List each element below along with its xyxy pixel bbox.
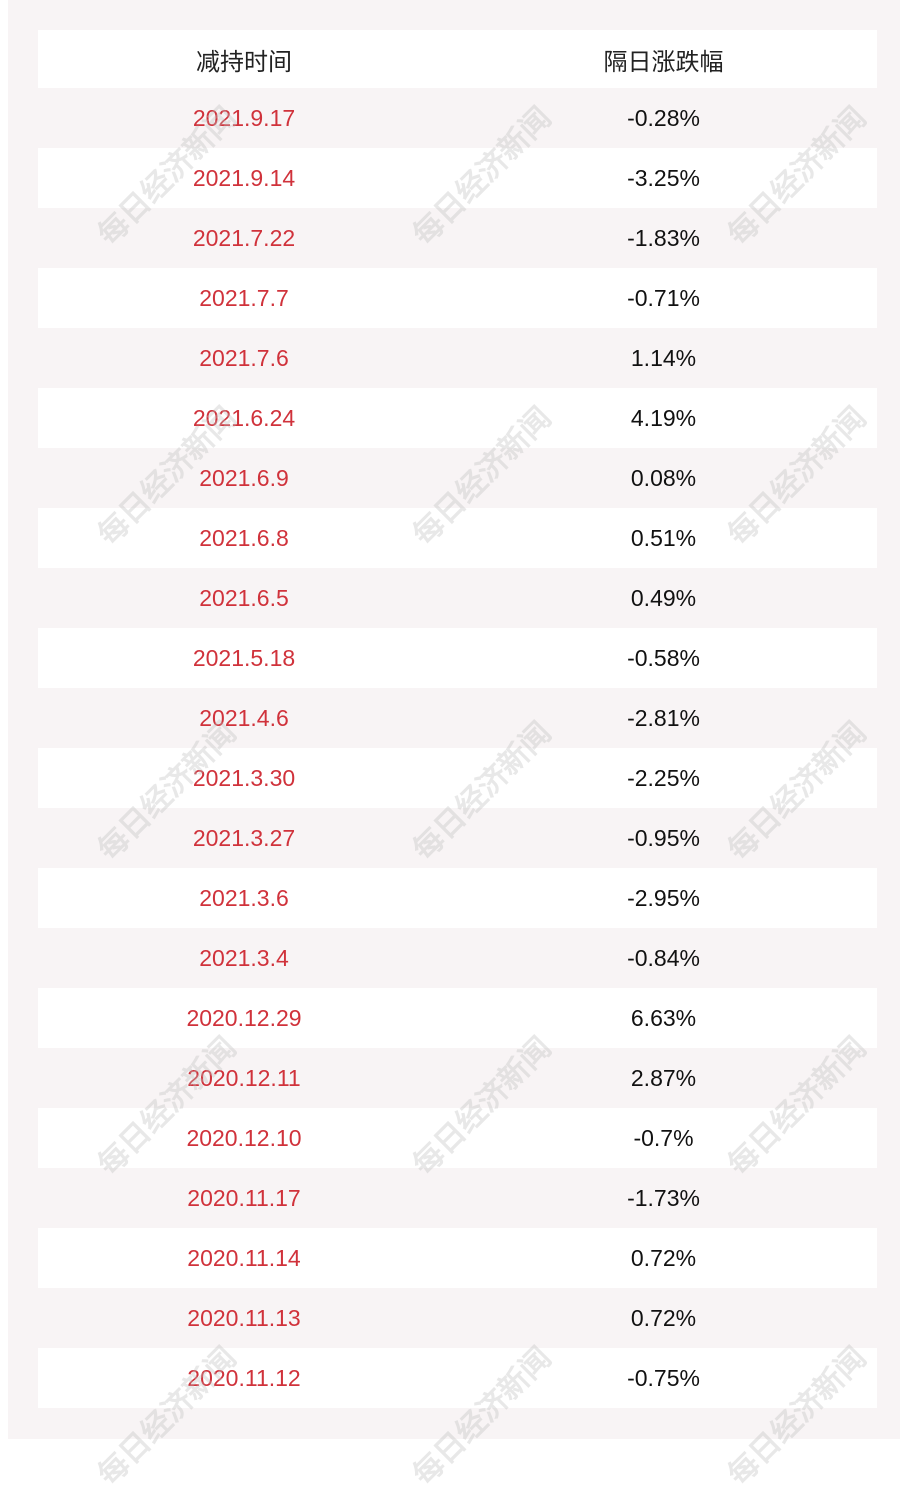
page: {"header": ["减持时间", "隔日涨跌幅"], "watermark… (8, 0, 900, 1492)
table-row: 2021.7.22 -1.83% (38, 208, 877, 268)
date-cell: 2021.6.24 (192, 404, 296, 431)
table-row: 2021.4.6 -2.81% (38, 688, 877, 748)
table-row: 2021.3.30 -2.25% (38, 748, 877, 808)
table-row: 2021.3.6 -2.95% (38, 868, 877, 928)
date-cell: 2020.11.17 (187, 1184, 301, 1211)
table-row: 2021.7.6 1.14% (38, 328, 877, 388)
table-row: 2020.12.10 -0.7% (38, 1108, 877, 1168)
table-row: 2020.12.29 6.63% (38, 988, 877, 1048)
change-cell: 0.08% (630, 464, 697, 491)
table-row: 2021.9.17 -0.28% (38, 88, 877, 148)
change-cell: -1.73% (627, 1184, 700, 1211)
change-cell: -0.84% (627, 944, 700, 971)
date-cell: 2021.6.9 (199, 464, 289, 491)
change-cell: 0.72% (630, 1244, 697, 1271)
table-row: 2021.6.5 0.49% (38, 568, 877, 628)
table-row: 2021.7.7 -0.71% (38, 268, 877, 328)
date-cell: 2021.4.6 (199, 704, 289, 731)
table-row: 2021.6.8 0.51% (38, 508, 877, 568)
table-row: 2021.3.27 -0.95% (38, 808, 877, 868)
change-cell: 4.19% (630, 404, 697, 431)
date-cell: 2021.9.17 (192, 104, 296, 131)
change-cell: -2.25% (627, 764, 700, 791)
table-row: 2021.3.4 -0.84% (38, 928, 877, 988)
table-row: 2021.6.9 0.08% (38, 448, 877, 508)
table-row: 2020.12.11 2.87% (38, 1048, 877, 1108)
date-cell: 2021.5.18 (192, 644, 296, 671)
date-cell: 2021.6.5 (199, 584, 289, 611)
change-cell: 0.72% (630, 1304, 697, 1331)
date-cell: 2021.3.27 (192, 824, 296, 851)
header-cell: 隔日涨跌幅 (603, 48, 724, 76)
date-cell: 2021.3.4 (199, 944, 289, 971)
table-row: 2020.11.12 -0.75% (38, 1348, 877, 1408)
date-cell: 2021.9.14 (192, 164, 296, 191)
change-cell: -3.25% (627, 164, 700, 191)
change-cell: -2.81% (627, 704, 700, 731)
change-cell: -2.95% (627, 884, 700, 911)
table-row: 2021.6.24 4.19% (38, 388, 877, 448)
date-cell: 2021.7.6 (199, 344, 289, 371)
change-cell: 2.87% (630, 1064, 697, 1091)
date-cell: 2021.3.6 (199, 884, 289, 911)
date-cell: 2020.12.10 (186, 1124, 302, 1151)
date-cell: 2021.3.30 (192, 764, 296, 791)
change-cell: -0.95% (627, 824, 700, 851)
change-cell: -0.28% (627, 104, 700, 131)
change-cell: -1.83% (627, 224, 700, 251)
date-cell: 2021.7.22 (192, 224, 296, 251)
table-row: 2021.5.18 -0.58% (38, 628, 877, 688)
date-cell: 2020.12.11 (187, 1064, 301, 1091)
date-cell: 2020.11.13 (187, 1304, 301, 1331)
change-cell: 0.49% (630, 584, 697, 611)
change-cell: -0.7% (633, 1124, 694, 1151)
header-row: 减持时间 隔日涨跌幅 (38, 30, 877, 88)
table-row: 2020.11.14 0.72% (38, 1228, 877, 1288)
table-row: 2020.11.13 0.72% (38, 1288, 877, 1348)
header-cell: 减持时间 (196, 48, 292, 76)
change-cell: -0.71% (627, 284, 700, 311)
date-cell: 2021.7.7 (199, 284, 289, 311)
change-cell: 6.63% (630, 1004, 697, 1031)
table: 减持时间 隔日涨跌幅 2021.9.17 -0.28% 2021.9.14 -3.25… (38, 30, 877, 1408)
date-cell: 2020.11.14 (187, 1244, 301, 1271)
change-cell: -0.58% (627, 644, 700, 671)
change-cell: -0.75% (627, 1364, 700, 1391)
table-row: 2021.9.14 -3.25% (38, 148, 877, 208)
change-cell: 0.51% (630, 524, 697, 551)
date-cell: 2020.11.12 (187, 1364, 301, 1391)
date-cell: 2021.6.8 (199, 524, 289, 551)
date-cell: 2020.12.29 (186, 1004, 302, 1031)
table-row: 2020.11.17 -1.73% (38, 1168, 877, 1228)
background (8, 0, 900, 1439)
change-cell: 1.14% (630, 344, 697, 371)
